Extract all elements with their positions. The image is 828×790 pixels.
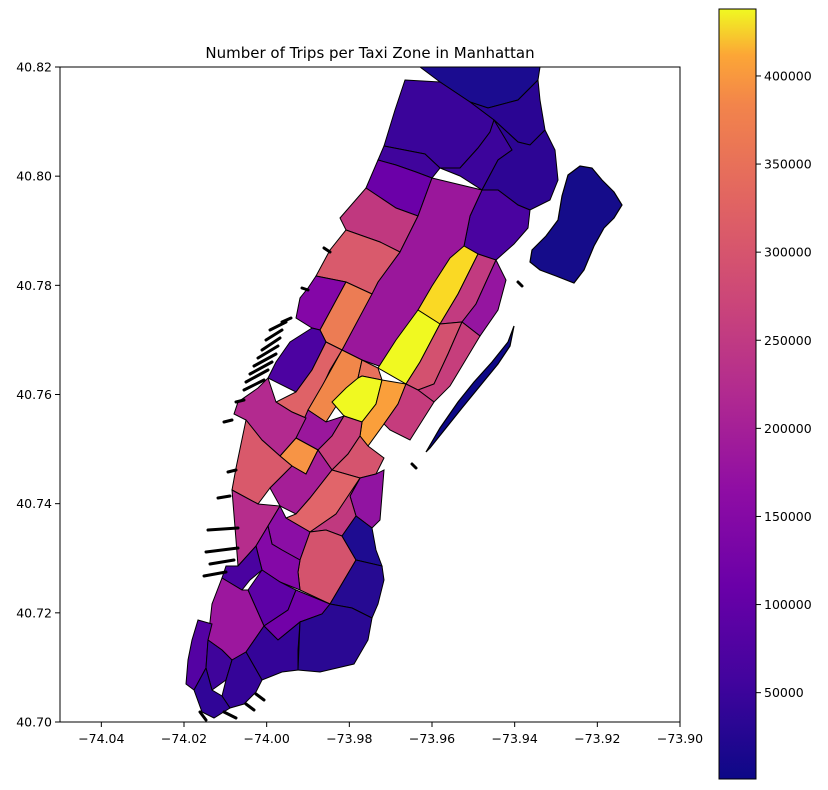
y-tick-label: 40.72 (16, 605, 52, 620)
zone-financial-district-south (221, 651, 263, 709)
zone-two-bridges (297, 603, 373, 673)
zone-randalls-island (529, 165, 623, 284)
y-tick-label: 40.70 (16, 715, 52, 730)
colorbar-ticks: 50000 100000 150000 200000 250000 300000 35000… (756, 68, 812, 700)
chart-title: Number of Trips per Taxi Zone in Manhatt… (205, 44, 534, 62)
colorbar-tick-label: 200000 (764, 421, 812, 436)
y-tick-label: 40.82 (16, 60, 52, 75)
manhattan-map (185, 67, 623, 722)
colorbar-tick-label: 400000 (764, 68, 812, 83)
zone-soho (221, 544, 263, 591)
y-tick-label: 40.80 (16, 169, 52, 184)
x-tick-label: −73.96 (409, 731, 455, 746)
y-tick-label: 40.74 (16, 496, 52, 511)
colorbar-tick-label: 50000 (764, 685, 804, 700)
colorbar-tick-label: 350000 (764, 157, 812, 172)
hudson-piers (198, 246, 524, 722)
x-tick-label: −73.98 (326, 731, 372, 746)
colorbar-tick-label: 250000 (764, 333, 812, 348)
x-tick-label: −74.02 (161, 731, 207, 746)
zone-sutton-place (383, 383, 435, 441)
colorbar-tick-label: 300000 (764, 245, 812, 260)
x-tick-label: −74.00 (244, 731, 290, 746)
x-tick-label: −73.92 (574, 731, 620, 746)
y-axis-ticks: 40.70 40.72 40.74 40.76 40.78 40.80 40.82 (16, 60, 60, 730)
colorbar-tick-label: 150000 (764, 509, 812, 524)
colorbar-tick-label: 100000 (764, 597, 812, 612)
y-tick-label: 40.76 (16, 387, 52, 402)
x-tick-label: −73.94 (492, 731, 538, 746)
x-axis-ticks: −74.04 −74.02 −74.00 −73.98 −73.96 −73.94 −73.… (78, 722, 703, 746)
x-tick-label: −74.04 (78, 731, 124, 746)
y-tick-label: 40.78 (16, 278, 52, 293)
colorbar (718, 8, 757, 780)
zone-roosevelt-island (425, 325, 515, 453)
zone-central-harlem-north (481, 119, 559, 211)
zone-battery-park (193, 666, 231, 719)
x-tick-label: −73.90 (657, 731, 703, 746)
